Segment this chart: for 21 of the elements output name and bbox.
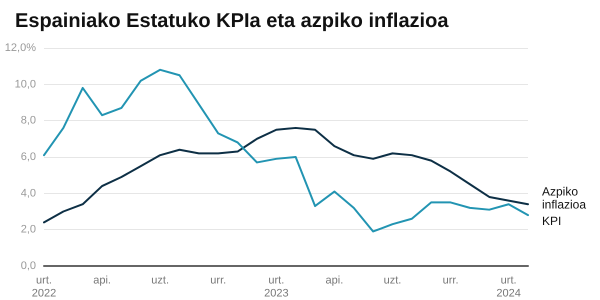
x-tick-label: uzt. — [384, 274, 402, 286]
x-tick-label: urr. — [210, 274, 226, 286]
y-tick-label: 4,0 — [20, 187, 36, 200]
x-tick-label: urr. — [442, 274, 459, 286]
y-tick-label: 8,0 — [20, 114, 36, 127]
x-tick-label: uzt. — [151, 274, 170, 286]
y-tick-label: 0,0 — [20, 260, 36, 272]
y-tick-label: 12,0% — [4, 42, 36, 54]
x-tick-label: api. — [93, 274, 111, 286]
line-series — [43, 68, 529, 232]
chart-title: Espainiako Estatuko KPIa eta azpiko inflazioa — [15, 10, 450, 32]
x-tick-label: urt. 2023 — [264, 274, 289, 300]
line-series — [43, 126, 529, 224]
series-label: KPI — [542, 214, 562, 228]
y-tick-label: 2,0 — [20, 224, 36, 236]
y-tick-label: 10,0 — [14, 78, 36, 90]
series-label: Azpiko inflazioa — [542, 184, 586, 212]
x-tick-label: api. — [326, 274, 344, 286]
y-tick-label: 6,0 — [20, 151, 36, 163]
x-tick-label: urt. 2022 — [32, 274, 56, 300]
x-tick-label: urt. 2024 — [496, 274, 521, 300]
